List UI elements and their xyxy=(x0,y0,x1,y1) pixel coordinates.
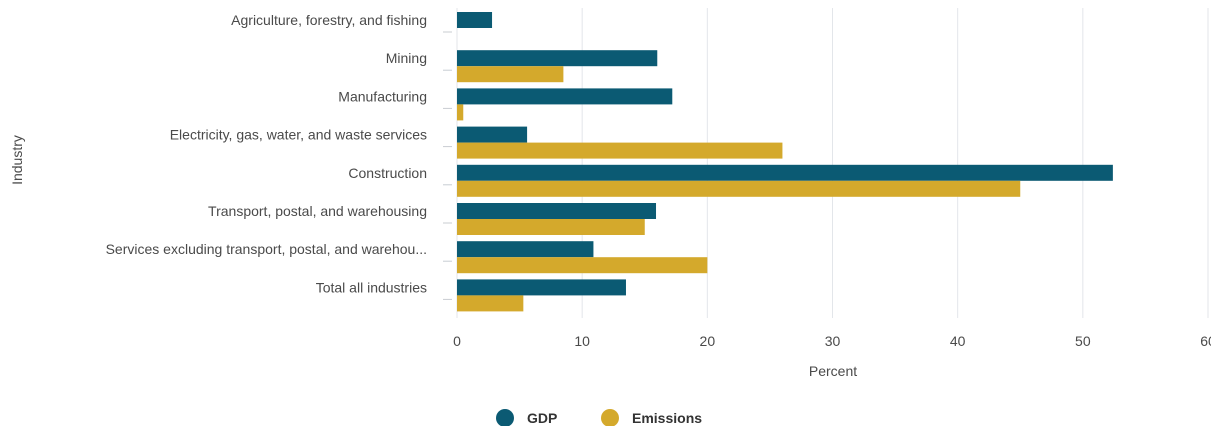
x-tick-label: 60 xyxy=(1200,333,1211,349)
x-tick-label: 40 xyxy=(950,333,966,349)
legend-swatch xyxy=(496,409,514,426)
bar-gdp xyxy=(457,203,657,219)
legend-swatch xyxy=(601,409,619,426)
bar-emissions xyxy=(457,180,1021,197)
x-tick-label: 50 xyxy=(1075,333,1091,349)
category-label: Agriculture, forestry, and fishing xyxy=(231,12,427,28)
x-tick-label: 10 xyxy=(574,333,590,349)
x-tick-label: 30 xyxy=(825,333,841,349)
x-axis-ticks: 0 10 20 30 40 50 60 xyxy=(453,333,1211,349)
category-label: Construction xyxy=(348,165,427,181)
bar-gdp xyxy=(457,164,1113,181)
x-axis-title: Percent xyxy=(809,363,857,379)
category-labels: Agriculture, forestry, and fishing Mining… xyxy=(106,12,452,300)
category-label: Transport, postal, and warehousing xyxy=(208,203,427,219)
bar-gdp xyxy=(457,241,594,258)
category-label: Electricity, gas, water, and waste servi… xyxy=(170,127,427,143)
category-label: Manufacturing xyxy=(338,88,427,104)
y-axis-title: Industry xyxy=(9,135,25,185)
bar-emissions xyxy=(457,104,464,121)
bars xyxy=(457,12,1113,312)
bar-emissions xyxy=(457,142,783,159)
legend: GDP Emissions xyxy=(496,409,702,426)
bar-gdp xyxy=(457,279,626,296)
bar-gdp xyxy=(457,12,493,28)
legend-label: GDP xyxy=(527,410,557,426)
bar-gdp xyxy=(457,50,658,67)
category-label: Services excluding transport, postal, an… xyxy=(106,241,427,257)
bar-emissions xyxy=(457,257,708,274)
x-tick-label: 20 xyxy=(700,333,716,349)
legend-label: Emissions xyxy=(632,410,702,426)
bar-emissions xyxy=(457,219,645,235)
bar-gdp xyxy=(457,88,673,105)
category-label: Mining xyxy=(386,50,427,66)
bar-emissions xyxy=(457,66,564,83)
bar-gdp xyxy=(457,126,528,143)
category-label: Total all industries xyxy=(316,279,427,295)
x-tick-label: 0 xyxy=(453,333,461,349)
bar-emissions xyxy=(457,295,524,312)
